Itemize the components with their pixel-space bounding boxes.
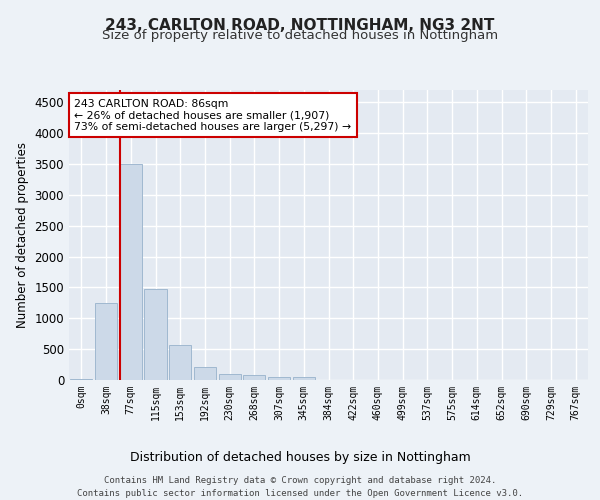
Bar xyxy=(119,164,142,380)
Bar xyxy=(293,377,315,380)
Text: 243 CARLTON ROAD: 86sqm
← 26% of detached houses are smaller (1,907)
73% of semi: 243 CARLTON ROAD: 86sqm ← 26% of detache… xyxy=(74,98,352,132)
Text: Contains HM Land Registry data © Crown copyright and database right 2024.
Contai: Contains HM Land Registry data © Crown c… xyxy=(77,476,523,498)
Bar xyxy=(194,366,216,380)
Bar xyxy=(218,374,241,380)
Bar xyxy=(268,377,290,380)
Bar xyxy=(169,346,191,380)
Bar xyxy=(243,376,265,380)
Y-axis label: Number of detached properties: Number of detached properties xyxy=(16,142,29,328)
Text: Size of property relative to detached houses in Nottingham: Size of property relative to detached ho… xyxy=(102,29,498,42)
Text: 243, CARLTON ROAD, NOTTINGHAM, NG3 2NT: 243, CARLTON ROAD, NOTTINGHAM, NG3 2NT xyxy=(106,18,494,32)
Bar xyxy=(145,290,167,380)
Bar xyxy=(95,303,117,380)
Text: Distribution of detached houses by size in Nottingham: Distribution of detached houses by size … xyxy=(130,451,470,464)
